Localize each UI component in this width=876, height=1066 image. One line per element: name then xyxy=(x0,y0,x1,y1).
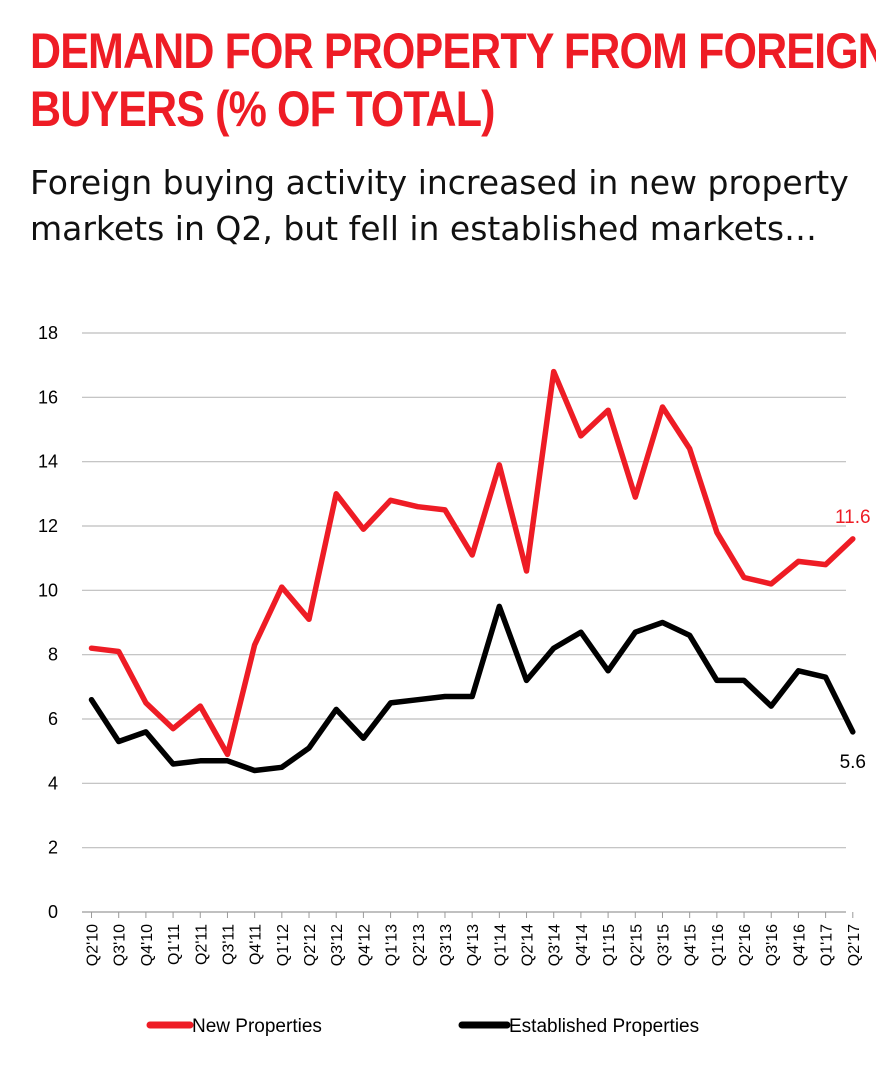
x-tick-label: Q1'11 xyxy=(166,924,183,965)
chart-title-line-2: BUYERS (% OF TOTAL) xyxy=(30,81,495,137)
gridlines xyxy=(82,332,846,913)
x-tick-label: Q1'17 xyxy=(819,924,836,966)
chart-title: DEMAND FOR PROPERTY FROM FOREIGN BUYERS … xyxy=(30,22,876,138)
x-tick-label: Q1'12 xyxy=(275,924,292,966)
x-tick-label: Q2'17 xyxy=(846,924,863,966)
series-lines xyxy=(88,368,856,774)
x-tick-label: Q2'16 xyxy=(737,924,754,966)
x-tick-label: Q1'14 xyxy=(492,924,509,966)
chart-subtitle: Foreign buying activity increased in new… xyxy=(30,163,849,248)
x-tick-label: Q4'10 xyxy=(139,924,156,966)
y-axis: 0 2 4 6 8 10 12 14 16 18 xyxy=(38,323,58,922)
x-tick-label: Q4'16 xyxy=(791,924,808,966)
end-labels: 11.6 5.6 xyxy=(835,507,871,773)
x-tick-label: Q2'10 xyxy=(85,924,102,966)
series-line-established-properties xyxy=(88,603,856,774)
x-tick-label: Q4'11 xyxy=(248,924,265,965)
x-tick-label: Q4'14 xyxy=(574,924,591,966)
x-tick-label: Q3'12 xyxy=(329,924,346,966)
chart-title-line-1: DEMAND FOR PROPERTY FROM FOREIGN xyxy=(30,23,876,79)
legend-item: New Properties xyxy=(146,1016,322,1037)
y-tick-label: 6 xyxy=(48,709,58,729)
x-tick-label: Q4'12 xyxy=(356,924,373,966)
x-tick-label: Q2'12 xyxy=(302,924,319,966)
x-tick-label: Q3'16 xyxy=(764,924,781,966)
series-line-new-properties xyxy=(88,368,856,758)
y-tick-label: 4 xyxy=(48,773,58,793)
y-tick-label: 12 xyxy=(38,516,58,536)
y-tick-label: 14 xyxy=(38,452,58,472)
end-value-label: 11.6 xyxy=(835,507,871,528)
x-tick-label: Q2'11 xyxy=(193,924,210,965)
x-tick-label: Q4'15 xyxy=(683,924,700,966)
x-tick-label: Q3'13 xyxy=(438,924,455,966)
x-tick-label: Q1'16 xyxy=(710,924,727,966)
x-tick-label: Q1'15 xyxy=(601,924,618,966)
x-tick-label: Q1'13 xyxy=(384,924,401,966)
x-tick-label: Q2'15 xyxy=(628,924,645,966)
legend-label: New Properties xyxy=(192,1016,322,1037)
x-tick-label: Q2'14 xyxy=(520,924,537,966)
y-tick-label: 8 xyxy=(48,645,58,665)
y-tick-label: 2 xyxy=(48,838,58,858)
y-tick-label: 10 xyxy=(38,580,58,600)
x-tick-label: Q3'10 xyxy=(112,924,129,966)
x-tick-label: Q3'11 xyxy=(220,924,237,965)
end-value-label: 5.6 xyxy=(840,752,866,773)
y-tick-label: 18 xyxy=(38,323,58,343)
x-tick-label: Q2'13 xyxy=(411,924,428,966)
y-tick-label: 0 xyxy=(48,902,58,922)
y-tick-label: 16 xyxy=(38,387,58,407)
x-axis: Q2'10 Q3'10 Q4'10 Q1'11 Q2'11 Q3'11 Q4'11 Q1'12… xyxy=(85,912,863,966)
legend: New Properties Established Properties xyxy=(146,1016,699,1037)
legend-item: Established Properties xyxy=(458,1016,699,1037)
x-tick-label: Q3'15 xyxy=(655,924,672,966)
x-tick-label: Q3'14 xyxy=(547,924,564,966)
legend-label: Established Properties xyxy=(509,1016,699,1037)
x-tick-label: Q4'13 xyxy=(465,924,482,966)
